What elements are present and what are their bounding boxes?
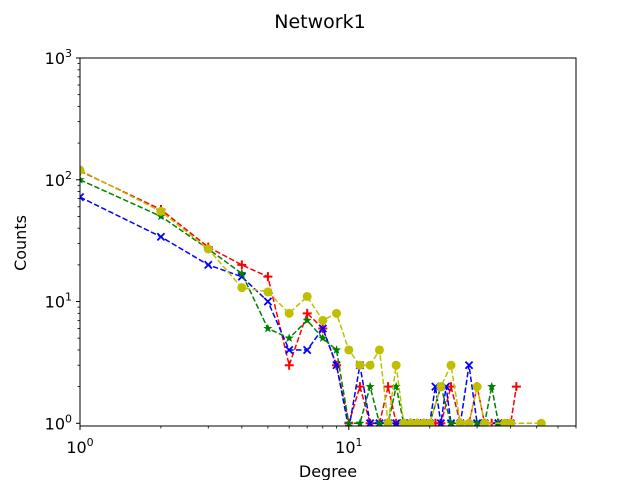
data-point-2-8 [331, 345, 342, 354]
data-point-3-2 [203, 244, 213, 254]
data-point-2-24 [472, 418, 482, 426]
y-tick-label-0: 100 [45, 412, 72, 433]
data-point-3-4 [263, 287, 273, 297]
y-tick-label-3: 103 [45, 47, 72, 68]
data-point-0-5 [284, 360, 294, 370]
data-point-1-7 [318, 324, 328, 333]
data-point-2-4 [263, 323, 273, 333]
data-point-2-26 [487, 381, 497, 391]
data-point-3-14 [391, 360, 401, 370]
data-point-2-21 [446, 418, 456, 426]
data-point-3-10 [355, 360, 365, 370]
data-point-1-6 [302, 345, 312, 355]
data-point-3-6 [302, 291, 312, 301]
data-point-3-21 [446, 360, 456, 370]
y-axis-label: Counts [11, 215, 30, 271]
data-point-1-1 [156, 232, 166, 242]
data-point-3-19 [425, 418, 435, 426]
data-point-2-6 [302, 315, 312, 325]
data-point-2-9 [344, 418, 354, 426]
series-line-1 [80, 196, 511, 426]
data-point-3-24 [472, 382, 482, 392]
data-point-3-8 [332, 308, 342, 318]
data-point-3-27 [506, 418, 516, 426]
data-point-3-12 [374, 345, 384, 355]
x-tick-label-1: 101 [335, 436, 362, 457]
x-tick-label-0: 100 [66, 436, 93, 457]
data-point-3-28 [536, 418, 546, 426]
data-point-2-0 [80, 174, 85, 184]
data-point-3-25 [480, 418, 490, 426]
series-1 [80, 192, 515, 426]
data-point-2-7 [318, 333, 328, 343]
data-point-2-12 [374, 418, 385, 426]
tick-layer: 100 101 100 101 102 103 [45, 47, 577, 457]
data-point-1-5 [284, 345, 294, 355]
y-tick-label-2: 102 [45, 169, 72, 190]
chart-title: Network1 [274, 11, 365, 33]
data-point-3-11 [365, 360, 375, 370]
data-point-0-4 [263, 272, 273, 282]
data-point-0-29 [511, 382, 521, 392]
data-point-3-5 [284, 308, 294, 318]
data-point-0-3 [237, 260, 247, 270]
y-tick-label-1: 101 [45, 291, 72, 312]
data-point-0-10 [355, 382, 365, 392]
data-point-3-1 [156, 206, 166, 216]
data-point-3-22 [455, 418, 465, 426]
data-point-2-10 [355, 418, 365, 426]
data-point-1-25 [464, 360, 474, 370]
series-3 [80, 165, 546, 426]
data-point-1-4 [263, 297, 273, 306]
data-point-0-13 [383, 382, 393, 392]
data-point-3-9 [344, 345, 354, 355]
data-point-2-11 [365, 381, 375, 391]
data-point-3-16 [406, 418, 416, 426]
data-point-3-15 [399, 418, 409, 426]
data-point-2-14 [391, 381, 401, 391]
series-layer [80, 165, 546, 426]
data-point-1-2 [204, 260, 213, 270]
data-point-2-3 [237, 268, 247, 278]
data-point-3-20 [436, 382, 446, 392]
data-point-3-7 [318, 315, 328, 325]
plot-frame [79, 57, 577, 427]
data-point-3-3 [237, 283, 247, 293]
x-axis-label: Degree [299, 462, 357, 480]
data-point-2-1 [156, 211, 166, 221]
data-point-1-0 [80, 192, 85, 202]
data-point-2-5 [284, 333, 294, 343]
data-point-3-0 [80, 165, 85, 175]
data-point-2-27 [493, 418, 503, 426]
data-point-3-23 [464, 418, 474, 426]
data-point-3-13 [383, 418, 393, 426]
